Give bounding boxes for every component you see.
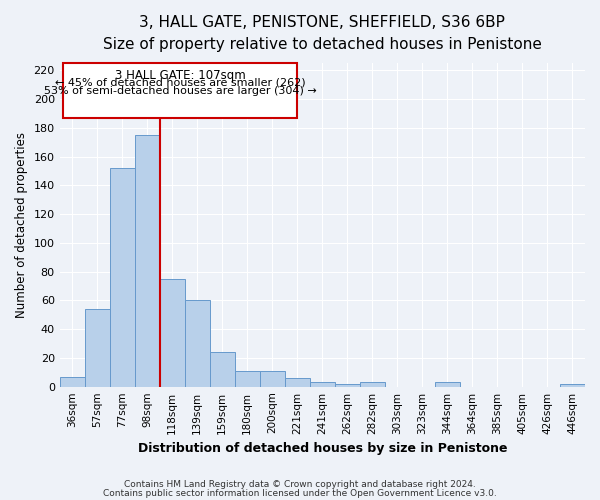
Title: 3, HALL GATE, PENISTONE, SHEFFIELD, S36 6BP
Size of property relative to detache: 3, HALL GATE, PENISTONE, SHEFFIELD, S36 … [103,15,542,52]
Bar [285,378,310,386]
Text: ← 45% of detached houses are smaller (262): ← 45% of detached houses are smaller (26… [55,78,305,88]
Text: 3 HALL GATE: 107sqm: 3 HALL GATE: 107sqm [115,69,246,82]
Bar [59,376,85,386]
Text: Contains HM Land Registry data © Crown copyright and database right 2024.: Contains HM Land Registry data © Crown c… [124,480,476,489]
Bar [260,371,285,386]
Y-axis label: Number of detached properties: Number of detached properties [15,132,28,318]
Bar [64,63,298,118]
Bar [310,382,335,386]
Bar [210,352,235,386]
Bar [235,371,260,386]
Text: 53% of semi-detached houses are larger (304) →: 53% of semi-detached houses are larger (… [44,86,317,96]
Bar [335,384,360,386]
Bar [560,384,585,386]
Bar [110,168,135,386]
X-axis label: Distribution of detached houses by size in Penistone: Distribution of detached houses by size … [137,442,507,455]
Bar [435,382,460,386]
Bar [85,309,110,386]
Bar [135,135,160,386]
Bar [160,279,185,386]
Bar [360,382,385,386]
Text: Contains public sector information licensed under the Open Government Licence v3: Contains public sector information licen… [103,488,497,498]
Bar [185,300,210,386]
